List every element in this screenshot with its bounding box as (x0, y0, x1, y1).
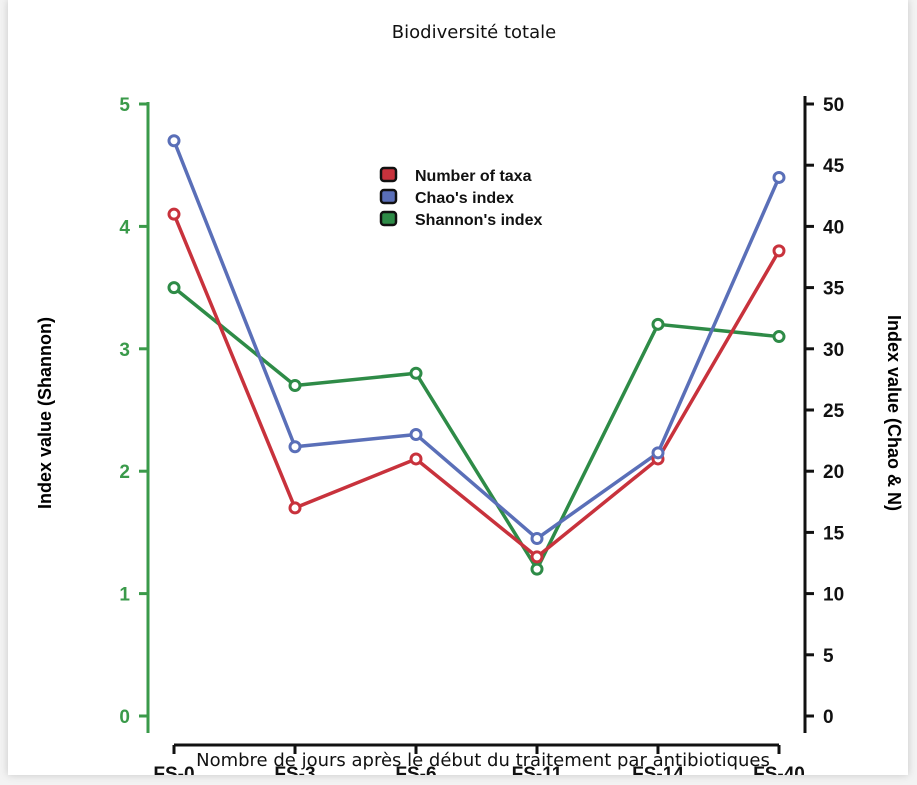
series-lines (172, 140, 781, 571)
y-right-tick-label: 10 (823, 585, 844, 606)
y-right-tick-label: 25 (823, 401, 845, 422)
y-right-tick-label: 30 (823, 340, 844, 361)
data-point (651, 317, 665, 331)
data-point (409, 452, 423, 466)
data-point (530, 562, 544, 576)
legend-swatch (379, 210, 398, 227)
series-points (167, 134, 786, 576)
y-axis-right-label: Index value (Chao & N) (884, 315, 904, 511)
series-line (172, 286, 780, 571)
x-tick-label: FS-11 (512, 764, 563, 775)
x-tick-label: FS-6 (395, 764, 436, 775)
data-point (772, 330, 786, 344)
data-point (409, 427, 423, 441)
x-tick-label: FS-3 (274, 764, 315, 775)
legend-swatch (379, 166, 398, 183)
data-point (288, 379, 302, 393)
x-tick-label: FS-0 (153, 764, 194, 775)
data-point (167, 207, 181, 221)
y-right-tick-label: 5 (823, 646, 834, 667)
data-point (288, 501, 302, 515)
chart-card: Biodiversité totale 0 1 2 3 4 5 0 5 10 15 20 25 30 35… (8, 0, 908, 775)
y-left-tick-label: 2 (119, 462, 130, 483)
y-right-tick-label: 35 (823, 279, 845, 300)
legend-swatch (379, 188, 398, 205)
data-point (530, 532, 544, 546)
series-line (172, 140, 781, 541)
y-left-tick-label: 4 (119, 217, 130, 238)
data-point (167, 134, 181, 148)
legend-label: Number of taxa (415, 168, 532, 185)
y-left-tick-label: 0 (119, 707, 130, 728)
x-tick-label: FS-14 (632, 764, 684, 775)
data-point (772, 170, 786, 184)
series-line (172, 213, 781, 559)
data-point (167, 281, 181, 295)
y-left-tick-label: 1 (119, 585, 130, 606)
y-right-tick-label: 40 (823, 217, 844, 238)
data-point (409, 366, 423, 380)
y-right-tick-label: 50 (823, 95, 844, 116)
y-left-tick-label: 3 (119, 340, 130, 361)
y-right-tick-label: 45 (823, 156, 845, 177)
chart: Biodiversité totale 01234505101520253035… (35, 22, 904, 775)
data-point (288, 440, 302, 454)
data-point (772, 244, 786, 258)
data-point (530, 550, 544, 564)
legend-label: Shannon's index (415, 212, 542, 229)
legend: Number of taxa Chao's index Shannon's inde… (379, 166, 542, 229)
chart-title: Biodiversité totale (392, 22, 556, 43)
y-right-tick-label: 0 (823, 707, 834, 728)
x-axis-label: Nombre de jours après le début du traite… (196, 750, 770, 771)
y-right-tick-label: 15 (823, 523, 845, 544)
y-left-tick-label: 5 (119, 95, 130, 116)
y-axis-left-label: Index value (Shannon) (35, 317, 55, 509)
y-right-tick-label: 20 (823, 462, 844, 483)
x-tick-label: FS-40 (753, 764, 805, 775)
data-point (651, 446, 665, 460)
legend-label: Chao's index (415, 190, 514, 207)
